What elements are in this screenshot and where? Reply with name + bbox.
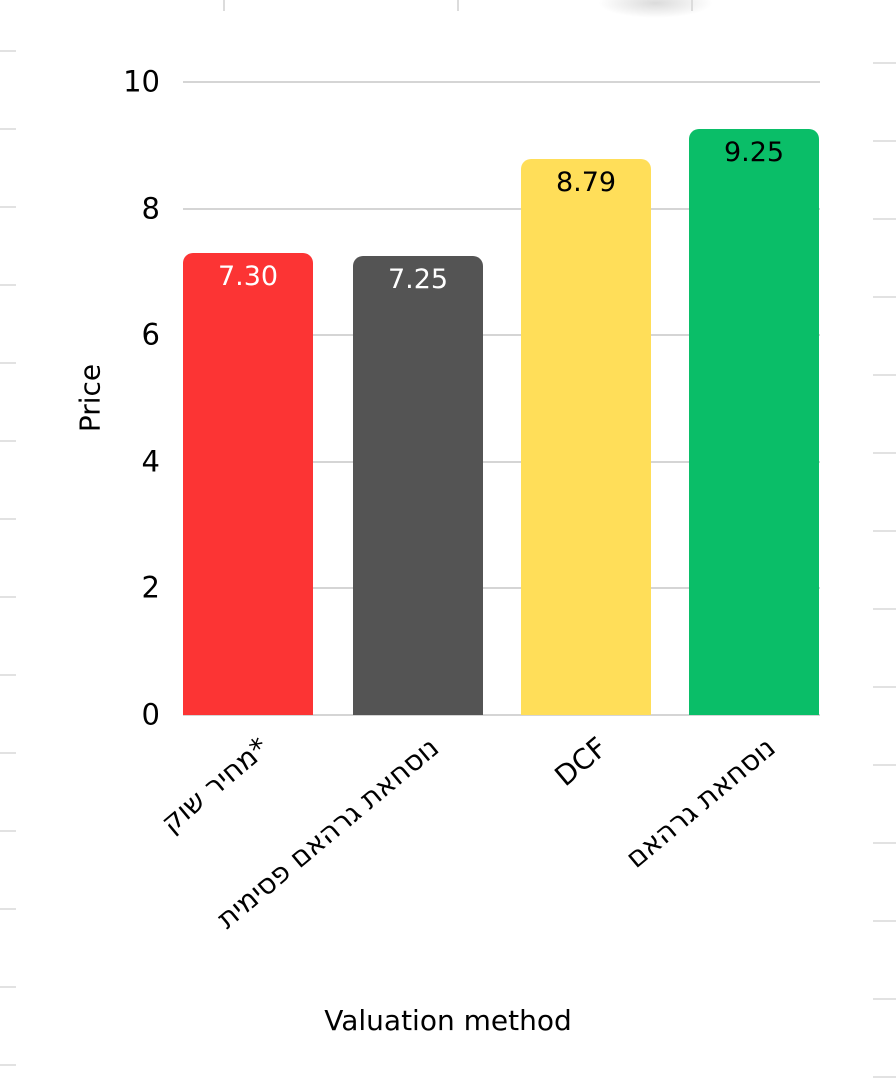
y-tick-label-4: 4 bbox=[141, 444, 160, 479]
sheet-row-line bbox=[873, 218, 896, 220]
y-tick-label-0: 0 bbox=[141, 697, 160, 732]
sheet-row-line bbox=[873, 998, 896, 1000]
x-category-label-graham-formula: נוסחאת גרהאם bbox=[618, 730, 782, 875]
sheet-row-line bbox=[0, 908, 16, 910]
bar-value-label: 9.25 bbox=[723, 137, 785, 169]
gridline-8 bbox=[183, 207, 820, 210]
gridline-0 bbox=[183, 714, 820, 716]
sheet-row-line bbox=[0, 830, 16, 832]
bar-graham-formula-pessimistic: 7.25 bbox=[353, 256, 483, 715]
bar-value-label: 8.79 bbox=[555, 166, 617, 198]
sheet-column-line bbox=[691, 0, 693, 11]
sheet-row-line bbox=[0, 674, 16, 676]
bar-dcf: 8.79 bbox=[521, 158, 651, 715]
gridline-4 bbox=[183, 460, 820, 463]
gridline-6 bbox=[183, 334, 820, 337]
sheet-row-line bbox=[873, 686, 896, 688]
gridline-2 bbox=[183, 587, 820, 590]
bar-graham-formula: 9.25 bbox=[689, 129, 819, 715]
bar-value-label: 7.30 bbox=[217, 260, 279, 292]
sheet-row-line bbox=[873, 1076, 896, 1078]
x-category-label-market-price: *מחיר שוק bbox=[154, 730, 276, 840]
sheet-row-line bbox=[0, 1064, 16, 1066]
sheet-row-line bbox=[0, 50, 16, 52]
sheet-row-line bbox=[0, 752, 16, 754]
sheet-column-line bbox=[457, 0, 459, 11]
sheet-row-line bbox=[0, 596, 16, 598]
sheet-row-line bbox=[873, 764, 896, 766]
y-tick-label-8: 8 bbox=[141, 191, 160, 226]
sheet-row-line bbox=[0, 440, 16, 442]
sheet-row-line bbox=[0, 128, 16, 130]
sheet-row-line bbox=[873, 452, 896, 454]
x-axis-title: Valuation method bbox=[324, 1004, 572, 1037]
plot-area: 7.30 7.25 8.79 9.25 bbox=[183, 81, 820, 716]
sheet-row-line bbox=[873, 608, 896, 610]
y-axis-title: Price bbox=[73, 363, 107, 433]
sheet-row-line bbox=[873, 842, 896, 844]
sheet-row-line bbox=[0, 362, 16, 364]
sheet-row-line bbox=[873, 62, 896, 64]
y-tick-label-6: 6 bbox=[141, 317, 160, 352]
sheet-row-line bbox=[0, 986, 16, 988]
sheet-row-line bbox=[873, 140, 896, 142]
sheet-row-line bbox=[873, 296, 896, 298]
y-tick-label-10: 10 bbox=[123, 64, 160, 99]
sheet-row-line bbox=[873, 530, 896, 532]
sheet-ui-shadow bbox=[598, 0, 713, 18]
sheet-column-line bbox=[223, 0, 225, 11]
bar-value-label: 7.25 bbox=[387, 264, 449, 296]
sheet-row-line bbox=[0, 284, 16, 286]
bar-market-price: 7.30 bbox=[183, 252, 313, 715]
sheet-row-line bbox=[873, 920, 896, 922]
sheet-row-line bbox=[873, 374, 896, 376]
gridline-10 bbox=[183, 81, 820, 83]
sheet-row-line bbox=[0, 518, 16, 520]
sheet-row-line bbox=[0, 206, 16, 208]
x-category-label-dcf: DCF bbox=[548, 730, 614, 793]
y-tick-label-2: 2 bbox=[141, 570, 160, 605]
